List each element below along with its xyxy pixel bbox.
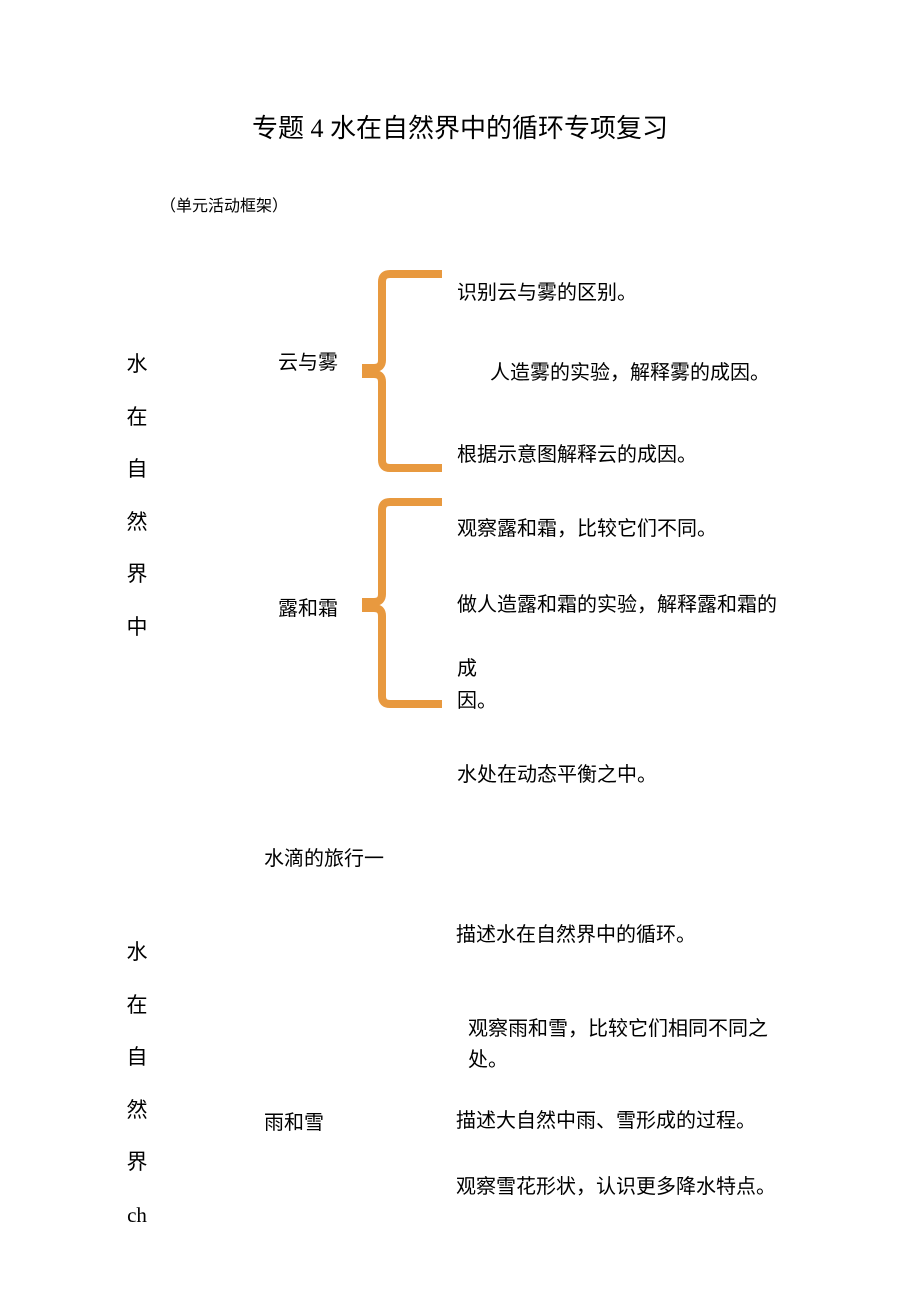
section2-item: 因。: [457, 686, 497, 717]
bracket-icon: [362, 498, 442, 708]
col1-char: 在: [125, 979, 149, 1032]
col1-char: 界: [125, 548, 149, 601]
col1-char: 自: [125, 443, 149, 496]
section2-item: 观察露和霜，比较它们不同。: [457, 514, 737, 545]
col1-char: 中: [125, 601, 149, 654]
section3-item: 描述水在自然界中的循环。: [456, 920, 696, 951]
travel-label: 水滴的旅行一: [264, 842, 384, 871]
section2-item: 做人造露和霜的实验，解释露和霜的: [457, 590, 807, 621]
page-title: 专题 4 水在自然界中的循环专项复习: [0, 108, 920, 145]
col1-char: 在: [125, 391, 149, 444]
col1-bottom: 水 在 自 然 界 ch: [125, 926, 149, 1241]
col1-char: 然: [125, 496, 149, 549]
col1-char: 自: [125, 1031, 149, 1084]
col1-char: 界: [125, 1136, 149, 1189]
col1-char: 水: [125, 338, 149, 391]
framework-note: （单元活动框架）: [160, 196, 300, 218]
section1-item: 根据示意图解释云的成因。: [457, 440, 737, 471]
section4-item: 描述大自然中雨、雪形成的过程。: [456, 1106, 776, 1137]
section1-item: 识别云与雾的区别。: [457, 278, 667, 309]
col1-char: 水: [125, 926, 149, 979]
free-line: 水处在动态平衡之中。: [457, 760, 657, 791]
section4-item: 观察雪花形状，认识更多降水特点。: [456, 1172, 786, 1203]
col1-char: ch: [125, 1189, 149, 1242]
section2-item: 成: [457, 654, 477, 685]
bracket-icon: [362, 270, 442, 472]
col1-char: 然: [125, 1084, 149, 1137]
section1-label: 云与雾: [278, 346, 338, 375]
section1-item: 人造雾的实验，解释雾的成因。: [490, 358, 780, 389]
section4-label: 雨和雪: [264, 1106, 324, 1135]
col1-top: 水 在 自 然 界 中: [125, 338, 149, 653]
section4-item: 观察雨和雪，比较它们相同不同之处。: [468, 1014, 798, 1076]
section2-label: 露和霜: [278, 592, 338, 621]
